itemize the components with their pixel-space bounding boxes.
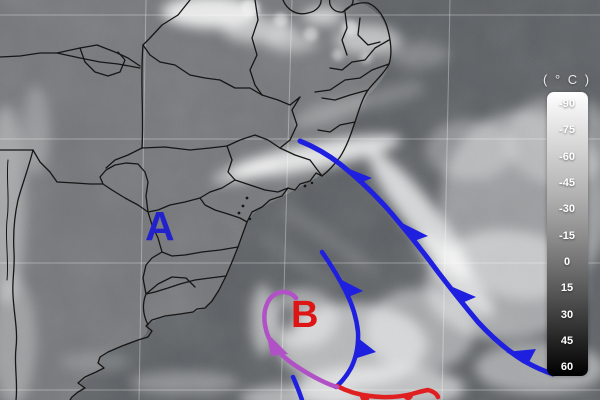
scale-tick: 15 (560, 282, 574, 294)
high-pressure-label: A (145, 203, 175, 249)
scale-unit-label: ( ° C ) (543, 72, 592, 87)
scale-tick: 0 (563, 256, 571, 268)
scale-tick: 30 (560, 309, 574, 321)
cold-front-fragment (290, 374, 305, 400)
scale-tick: -45 (559, 177, 575, 189)
scale-tick: -90 (559, 98, 575, 110)
scale-tick: -30 (559, 203, 575, 215)
weather-fronts (262, 138, 556, 400)
temperature-scale: ( ° C ) -90 -75 -60 -45 -30 -15 0 15 30 … (543, 72, 591, 376)
country-borders (0, 0, 392, 400)
scale-tick: 45 (560, 335, 574, 347)
scale-tick: -15 (559, 230, 575, 242)
scale-tick: 60 (560, 361, 574, 373)
cold-front-main (297, 138, 556, 377)
scale-tick: -60 (559, 151, 575, 163)
cold-front-secondary (319, 249, 376, 390)
scale-tick: -75 (559, 124, 575, 136)
scale-gradient-bar: -90 -75 -60 -45 -30 -15 0 15 30 45 60 (546, 92, 588, 376)
occluded-front (262, 289, 340, 390)
warm-front (334, 383, 441, 400)
low-pressure-label: B (291, 294, 319, 336)
